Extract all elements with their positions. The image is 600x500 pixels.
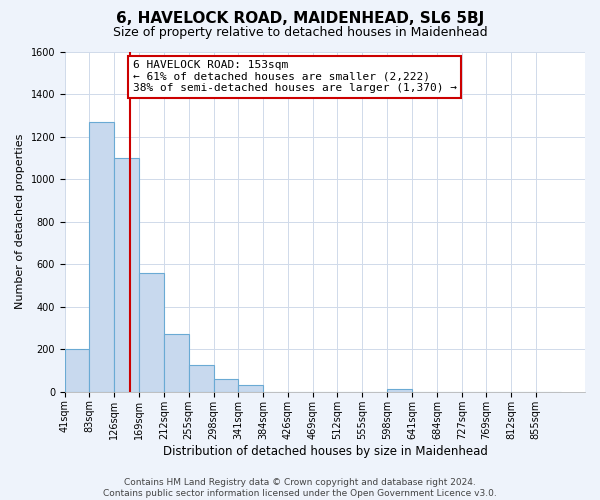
- Bar: [189, 365, 214, 392]
- Text: 6 HAVELOCK ROAD: 153sqm
← 61% of detached houses are smaller (2,222)
38% of semi: 6 HAVELOCK ROAD: 153sqm ← 61% of detache…: [133, 60, 457, 93]
- Y-axis label: Number of detached properties: Number of detached properties: [15, 134, 25, 310]
- Bar: [387, 388, 412, 392]
- Bar: [114, 158, 139, 392]
- Bar: [164, 334, 189, 392]
- Bar: [89, 122, 114, 392]
- Bar: [139, 272, 164, 392]
- Text: 6, HAVELOCK ROAD, MAIDENHEAD, SL6 5BJ: 6, HAVELOCK ROAD, MAIDENHEAD, SL6 5BJ: [116, 11, 484, 26]
- Bar: [238, 386, 263, 392]
- X-axis label: Distribution of detached houses by size in Maidenhead: Distribution of detached houses by size …: [163, 444, 487, 458]
- Text: Size of property relative to detached houses in Maidenhead: Size of property relative to detached ho…: [113, 26, 487, 39]
- Bar: [65, 350, 89, 392]
- Text: Contains HM Land Registry data © Crown copyright and database right 2024.
Contai: Contains HM Land Registry data © Crown c…: [103, 478, 497, 498]
- Bar: [214, 379, 238, 392]
